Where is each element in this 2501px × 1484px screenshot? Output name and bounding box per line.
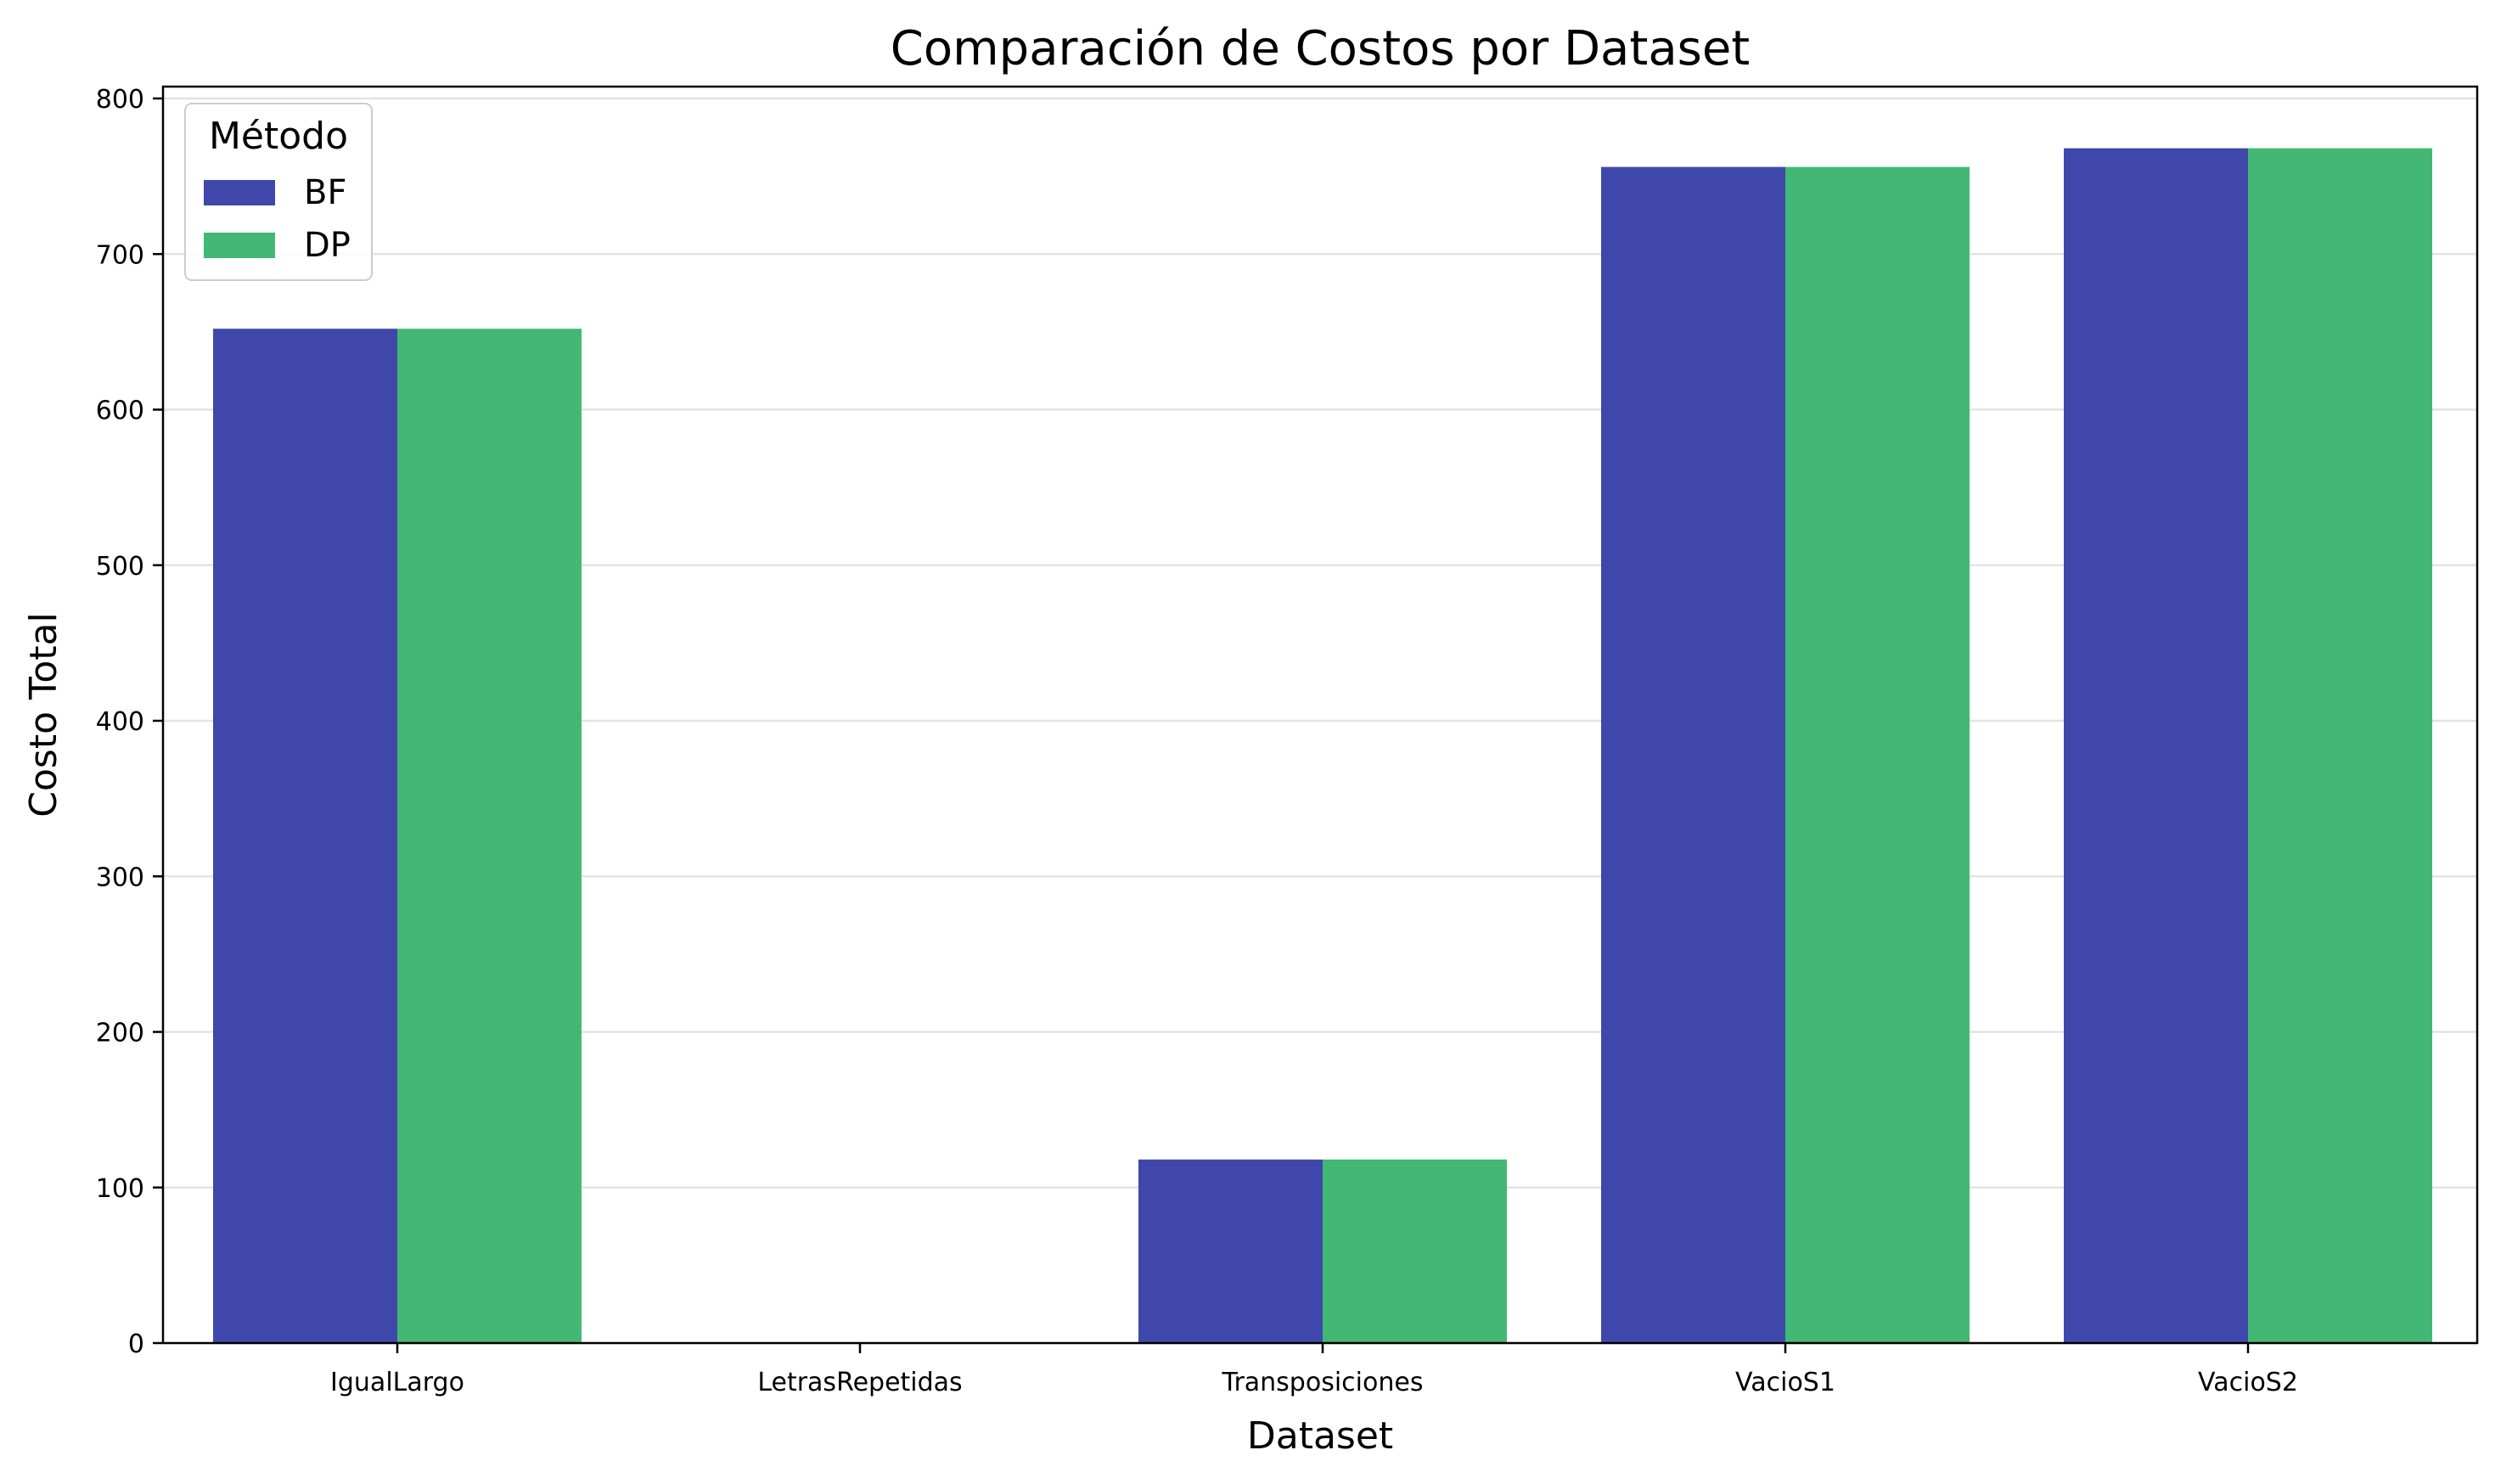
x-tick-label: IgualLargo — [330, 1368, 464, 1397]
bar-bf-iguallargo — [213, 329, 397, 1344]
y-axis: 0 100 200 300 400 500 600 700 800 — [96, 85, 163, 1359]
bar-bf-vacios1 — [1601, 166, 1785, 1343]
y-tick-label: 400 — [96, 707, 144, 737]
x-tick-label: VacioS1 — [1735, 1368, 1835, 1397]
legend-label-bf: BF — [304, 173, 346, 212]
bar-dp-vacios1 — [1785, 166, 1970, 1343]
bar-dp-vacios2 — [2248, 148, 2432, 1343]
legend-swatch-dp — [204, 233, 275, 258]
x-tick-label: LetrasRepetidas — [757, 1368, 962, 1397]
y-tick-label: 500 — [96, 552, 144, 582]
y-tick-label: 0 — [128, 1329, 144, 1359]
y-tick-label: 100 — [96, 1174, 144, 1204]
bar-dp-transposiciones — [1323, 1159, 1507, 1343]
x-axis: IgualLargo LetrasRepetidas Transposiciones… — [330, 1343, 2298, 1397]
legend-swatch-bf — [204, 180, 275, 205]
plot-frame — [161, 85, 2479, 1345]
y-axis-label: Costo Total — [22, 612, 65, 817]
y-tick-label: 800 — [96, 85, 144, 115]
bar-dp-iguallargo — [397, 329, 582, 1344]
y-tick-label: 700 — [96, 240, 144, 270]
x-tick-label: Transposiciones — [1222, 1368, 1424, 1397]
y-tick-label: 300 — [96, 863, 144, 892]
bar-bf-transposiciones — [1138, 1159, 1323, 1343]
x-tick-label: VacioS2 — [2198, 1368, 2298, 1397]
legend-title: Método — [209, 115, 348, 158]
y-tick-label: 200 — [96, 1019, 144, 1048]
y-tick-label: 600 — [96, 396, 144, 426]
x-axis-label: Dataset — [1247, 1414, 1393, 1458]
chart-title: Comparación de Costos por Dataset — [891, 21, 1750, 76]
bar-bf-vacios2 — [2064, 148, 2248, 1343]
bars — [213, 148, 2432, 1344]
legend-label-dp: DP — [304, 226, 351, 265]
legend: Método BF DP — [184, 103, 373, 281]
